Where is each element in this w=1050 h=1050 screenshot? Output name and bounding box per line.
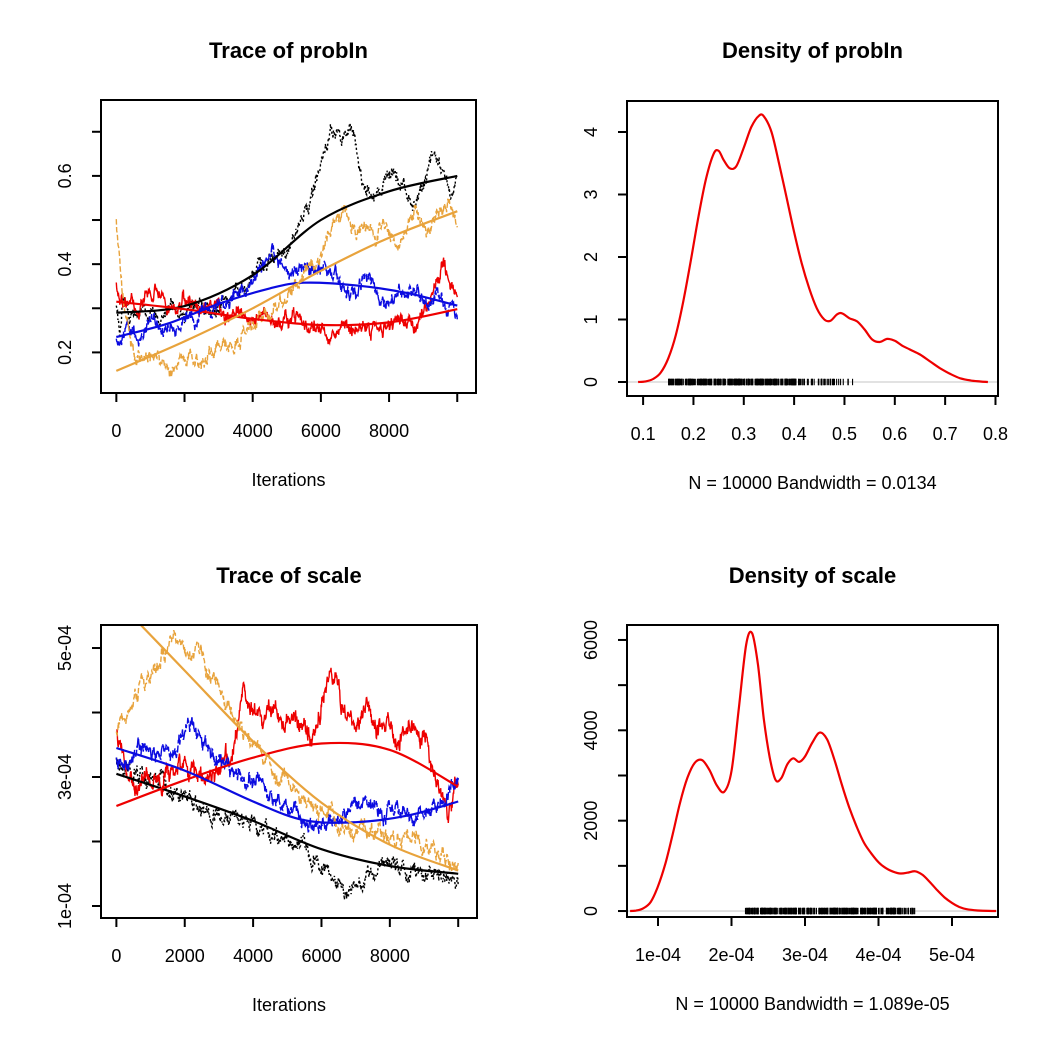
y-tick-label: 3e-04 — [55, 754, 75, 800]
rug-marks-group — [744, 907, 916, 915]
plot-box — [100, 99, 477, 394]
y-tick-label: 4 — [581, 127, 601, 137]
smooth-chain-3-blue — [116, 746, 459, 824]
density-stats-label: N = 10000 Bandwidth = 0.0134 — [688, 473, 936, 493]
x-tick-label: 0.8 — [983, 424, 1008, 444]
y-tick-label: 0.2 — [55, 340, 75, 365]
trace-chain-4-orange — [115, 629, 459, 873]
plot-box — [626, 100, 999, 397]
smooth-chain-2-red — [116, 741, 459, 808]
x-tick-label: 5e-04 — [929, 945, 975, 965]
trace-lines-group — [115, 625, 459, 900]
plot-title: Trace of scale — [216, 563, 362, 588]
trace-chain-2-red — [115, 257, 458, 346]
y-tick-label: 4000 — [581, 710, 601, 750]
y-tick-label: 6000 — [581, 620, 601, 660]
density-stats-label: N = 10000 Bandwidth = 1.089e-05 — [675, 994, 949, 1014]
y-tick-label: 0 — [581, 906, 601, 916]
trace-scale-quadrant: 0 2000 4000 6000 8000 1e-04 3e-04 5e-04 Trace of… — [0, 525, 525, 1050]
density-curve — [630, 630, 997, 913]
y-tick-label: 0.6 — [55, 163, 75, 188]
x-tick-label: 0.3 — [731, 424, 756, 444]
smooth-chain-1-black — [116, 772, 459, 875]
trace-chain-1-black — [115, 757, 459, 900]
x-tick-label: 2e-04 — [708, 945, 754, 965]
x-tick-label: 0.7 — [933, 424, 958, 444]
x-tick-label: 6000 — [301, 946, 341, 966]
x-tick-label: 6000 — [301, 421, 341, 441]
x-tick-label: 0 — [111, 421, 121, 441]
smooth-chain-3-blue — [116, 281, 458, 339]
x-tick-label: 2000 — [165, 946, 205, 966]
y-tick-label: 1 — [581, 314, 601, 324]
rug-marks-group — [668, 378, 854, 386]
x-tick-label: 8000 — [369, 421, 409, 441]
x-tick-label: 0.6 — [882, 424, 907, 444]
density-probin-quadrant: 0.1 0.2 0.3 0.4 0.5 0.6 0.7 0.8 0 1 2 3 4 Density of … — [525, 0, 1050, 525]
x-axis-label: Iterations — [252, 995, 326, 1015]
x-tick-label: 2000 — [164, 421, 204, 441]
x-tick-label: 1e-04 — [635, 945, 681, 965]
trace-chain-2-red — [115, 667, 459, 824]
plot-title: Density of probIn — [722, 38, 903, 63]
x-tick-label: 3e-04 — [782, 945, 828, 965]
trace-lines-group — [115, 122, 458, 378]
x-axis-label: Iterations — [251, 470, 325, 490]
y-tick-label: 5e-04 — [55, 625, 75, 671]
x-tick-label: 0 — [111, 946, 121, 966]
trace-chain-1-black — [115, 122, 458, 339]
y-tick-label: 2 — [581, 252, 601, 262]
x-tick-label: 0.1 — [631, 424, 656, 444]
density-scale-plot: 1e-04 2e-04 3e-04 4e-04 5e-04 0 2000 4000 6000 De… — [581, 563, 999, 1014]
y-tick-label: 3 — [581, 189, 601, 199]
trace-probin-quadrant: 0 2000 4000 6000 8000 0.2 0.4 0.6 Trace of probI… — [0, 0, 525, 525]
trace-probin-plot: 0 2000 4000 6000 8000 0.2 0.4 0.6 Trace of probI… — [55, 38, 477, 490]
plot-title: Density of scale — [729, 563, 897, 588]
smooth-chain-2-red — [116, 300, 458, 327]
y-tick-label: 0 — [581, 377, 601, 387]
trace-scale-plot: 0 2000 4000 6000 8000 1e-04 3e-04 5e-04 Trace of… — [55, 563, 478, 1015]
plot-box — [100, 624, 478, 919]
density-probin-plot: 0.1 0.2 0.3 0.4 0.5 0.6 0.7 0.8 0 1 2 3 4 Density of … — [581, 38, 1008, 493]
smooth-chain-1-black — [116, 174, 458, 314]
trace-chain-4-orange — [115, 198, 458, 378]
x-tick-label: 4000 — [233, 421, 273, 441]
x-tick-label: 8000 — [370, 946, 410, 966]
plot-box — [626, 624, 999, 918]
y-tick-label: 2000 — [581, 801, 601, 841]
y-tick-label: 1e-04 — [55, 883, 75, 929]
x-tick-label: 4000 — [233, 946, 273, 966]
x-tick-label: 0.2 — [681, 424, 706, 444]
density-scale-quadrant: 1e-04 2e-04 3e-04 4e-04 5e-04 0 2000 4000 6000 De… — [525, 525, 1050, 1050]
x-tick-label: 4e-04 — [855, 945, 901, 965]
x-tick-label: 0.5 — [832, 424, 857, 444]
smooth-chain-4-orange — [115, 210, 458, 372]
plot-title: Trace of probIn — [209, 38, 368, 63]
trace-chain-3-blue — [115, 243, 458, 347]
density-curve — [638, 113, 988, 384]
y-tick-label: 0.4 — [55, 252, 75, 277]
x-tick-label: 0.4 — [782, 424, 807, 444]
smooth-chain-4-orange — [139, 625, 459, 872]
